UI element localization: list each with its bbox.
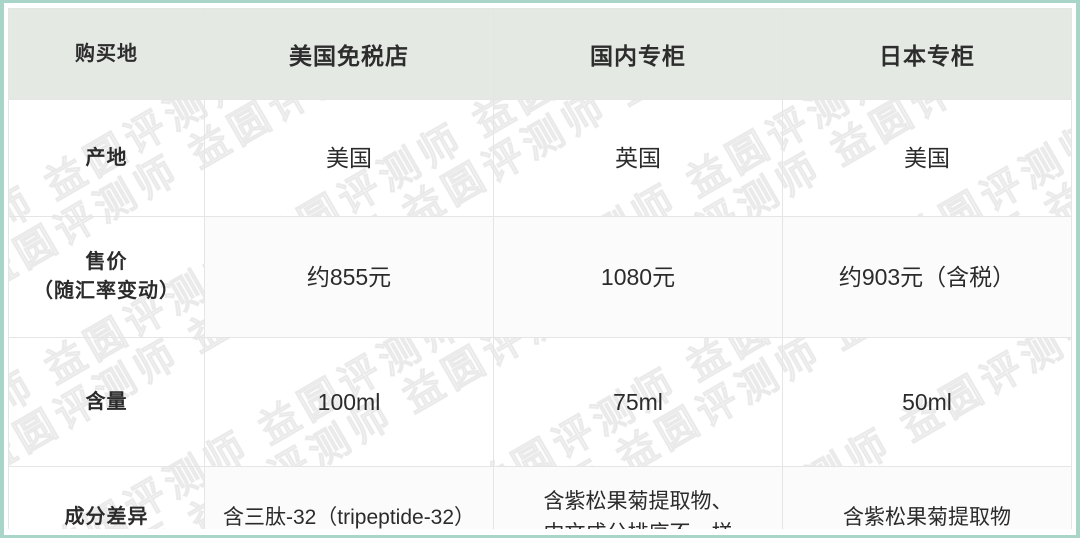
cell-line-1: 含紫松果菊提取物: [843, 505, 1011, 529]
row-label-origin: 产地: [8, 99, 205, 217]
cell-volume-us: 100ml: [204, 337, 494, 467]
cell-line-1: 约903元（含税）: [838, 263, 1016, 290]
table-row: 产地 美国 英国 美国: [8, 99, 1072, 217]
row-label-volume: 含量: [8, 337, 205, 467]
cell-ingredient-jp: 含紫松果菊提取物: [782, 466, 1072, 529]
cell-volume-jp: 50ml: [782, 337, 1072, 467]
cell-volume-cn: 75ml: [493, 337, 783, 467]
table-header-row: 购买地 美国免税店 国内专柜 日本专柜: [8, 8, 1072, 100]
cell-ingredient-cn: 含紫松果菊提取物、 中文成分排序不一样: [493, 466, 783, 530]
row-label-ingredient-difference: 成分差异: [8, 466, 205, 529]
cell-line-1: 约855元: [306, 263, 392, 290]
product-comparison-table: 购买地 美国免税店 国内专柜 日本专柜 产地 美国 英国: [8, 8, 1072, 529]
column-header-label: 购买地: [8, 8, 205, 100]
cell-line-1: 含紫松果菊提取物、: [543, 490, 733, 513]
comparison-table-inner: 益圆评测师 益圆评测师 益圆评测师 益圆评测师 益圆评测师 益圆评测师 益圆评测…: [8, 8, 1072, 529]
cell-line-1: 英国: [615, 144, 661, 171]
cell-price-jp: 约903元（含税）: [782, 216, 1072, 338]
cell-line-1: 75ml: [613, 388, 663, 415]
cell-origin-jp: 美国: [782, 99, 1072, 217]
cell-line-1: 100ml: [317, 388, 381, 415]
cell-line-2: 中文成分排序不一样: [504, 518, 772, 530]
table-row: 含量 100ml 75ml 50ml: [8, 337, 1072, 467]
table-row: 售价 （随汇率变动） 约855元 1080元 约903元（含税）: [8, 216, 1072, 338]
row-label-line-1: 成分差异: [64, 506, 149, 528]
cell-line-1: 1080元: [600, 263, 676, 290]
table-row: 成分差异 含三肽-32（tripeptide-32） 含紫松果菊提取物、 中文成…: [8, 466, 1072, 530]
column-header-cn-counter: 国内专柜: [493, 8, 783, 100]
row-label-line-2: （随汇率变动）: [33, 280, 180, 302]
column-header-us-duty-free: 美国免税店: [204, 8, 494, 100]
cell-line-1: 美国: [326, 144, 372, 171]
cell-line-1: 美国: [904, 144, 950, 171]
column-header-jp-counter: 日本专柜: [782, 8, 1072, 100]
cell-origin-cn: 英国: [493, 99, 783, 217]
row-label-line-1: 售价: [85, 251, 128, 273]
row-label-line-1: 含量: [85, 390, 128, 413]
cell-ingredient-us: 含三肽-32（tripeptide-32）: [204, 466, 494, 529]
row-label-line-1: 产地: [85, 146, 128, 169]
cell-line-1: 含三肽-32（tripeptide-32）: [222, 505, 476, 529]
row-label-price: 售价 （随汇率变动）: [8, 216, 205, 338]
cell-origin-us: 美国: [204, 99, 494, 217]
cell-price-us: 约855元: [204, 216, 494, 338]
cell-line-1: 50ml: [902, 388, 952, 415]
cell-price-cn: 1080元: [493, 216, 783, 338]
